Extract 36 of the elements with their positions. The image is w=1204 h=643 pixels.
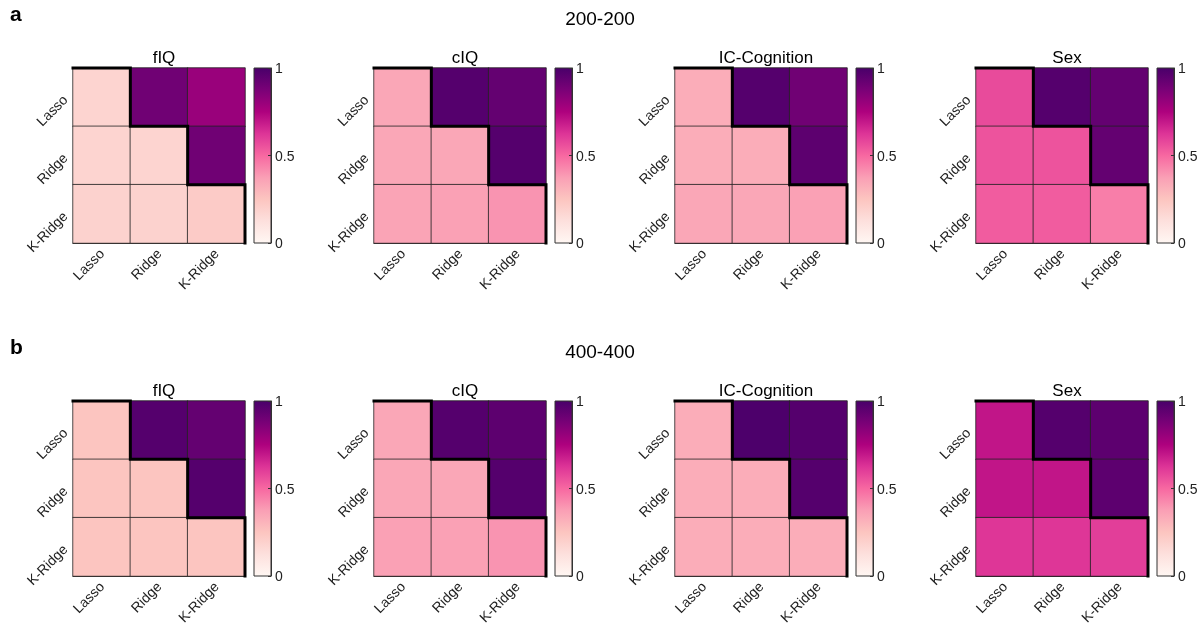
text: a — [10, 2, 22, 26]
chart-title: Sex — [1052, 48, 1083, 67]
color-bar-label: 1 — [576, 393, 584, 409]
color-bar-label: 0.5 — [576, 480, 596, 497]
text: b — [10, 335, 23, 359]
color-bar-label: 0 — [576, 235, 584, 251]
color-bar-label: 0 — [275, 568, 283, 584]
chart-title: fIQ — [152, 48, 176, 67]
color-bar-label: 1 — [877, 393, 885, 409]
color-bar-label: 0.5 — [1178, 480, 1198, 497]
color-bar-label: 0 — [1178, 235, 1186, 251]
color-bar-label: 0.5 — [1178, 147, 1198, 164]
color-bar-label: 1 — [275, 393, 283, 409]
chart-title: Sex — [1052, 381, 1083, 400]
chart-title: IC-Cognition — [718, 381, 814, 400]
chart-title: cIQ — [451, 381, 479, 400]
color-bar-label: 0.5 — [275, 480, 295, 497]
color-bar-label: 0.5 — [877, 480, 897, 497]
text: 400-400 — [565, 341, 635, 363]
color-bar-label: 1 — [576, 60, 584, 76]
color-bar-label: 0 — [576, 568, 584, 584]
color-bar-label: 1 — [1178, 60, 1186, 76]
color-bar-label: 1 — [275, 60, 283, 76]
text: 200-200 — [565, 8, 635, 30]
color-bar-label: 1 — [1178, 393, 1186, 409]
color-bar-label: 0 — [275, 235, 283, 251]
chart-title: cIQ — [451, 48, 479, 67]
color-bar-label: 1 — [877, 60, 885, 76]
chart-title: fIQ — [152, 381, 176, 400]
color-bar-label: 0 — [1178, 568, 1186, 584]
color-bar-label: 0.5 — [877, 147, 897, 164]
chart-title: IC-Cognition — [718, 48, 814, 67]
color-bar-label: 0 — [877, 235, 885, 251]
color-bar-label: 0.5 — [576, 147, 596, 164]
color-bar-label: 0.5 — [275, 147, 295, 164]
color-bar-label: 0 — [877, 568, 885, 584]
